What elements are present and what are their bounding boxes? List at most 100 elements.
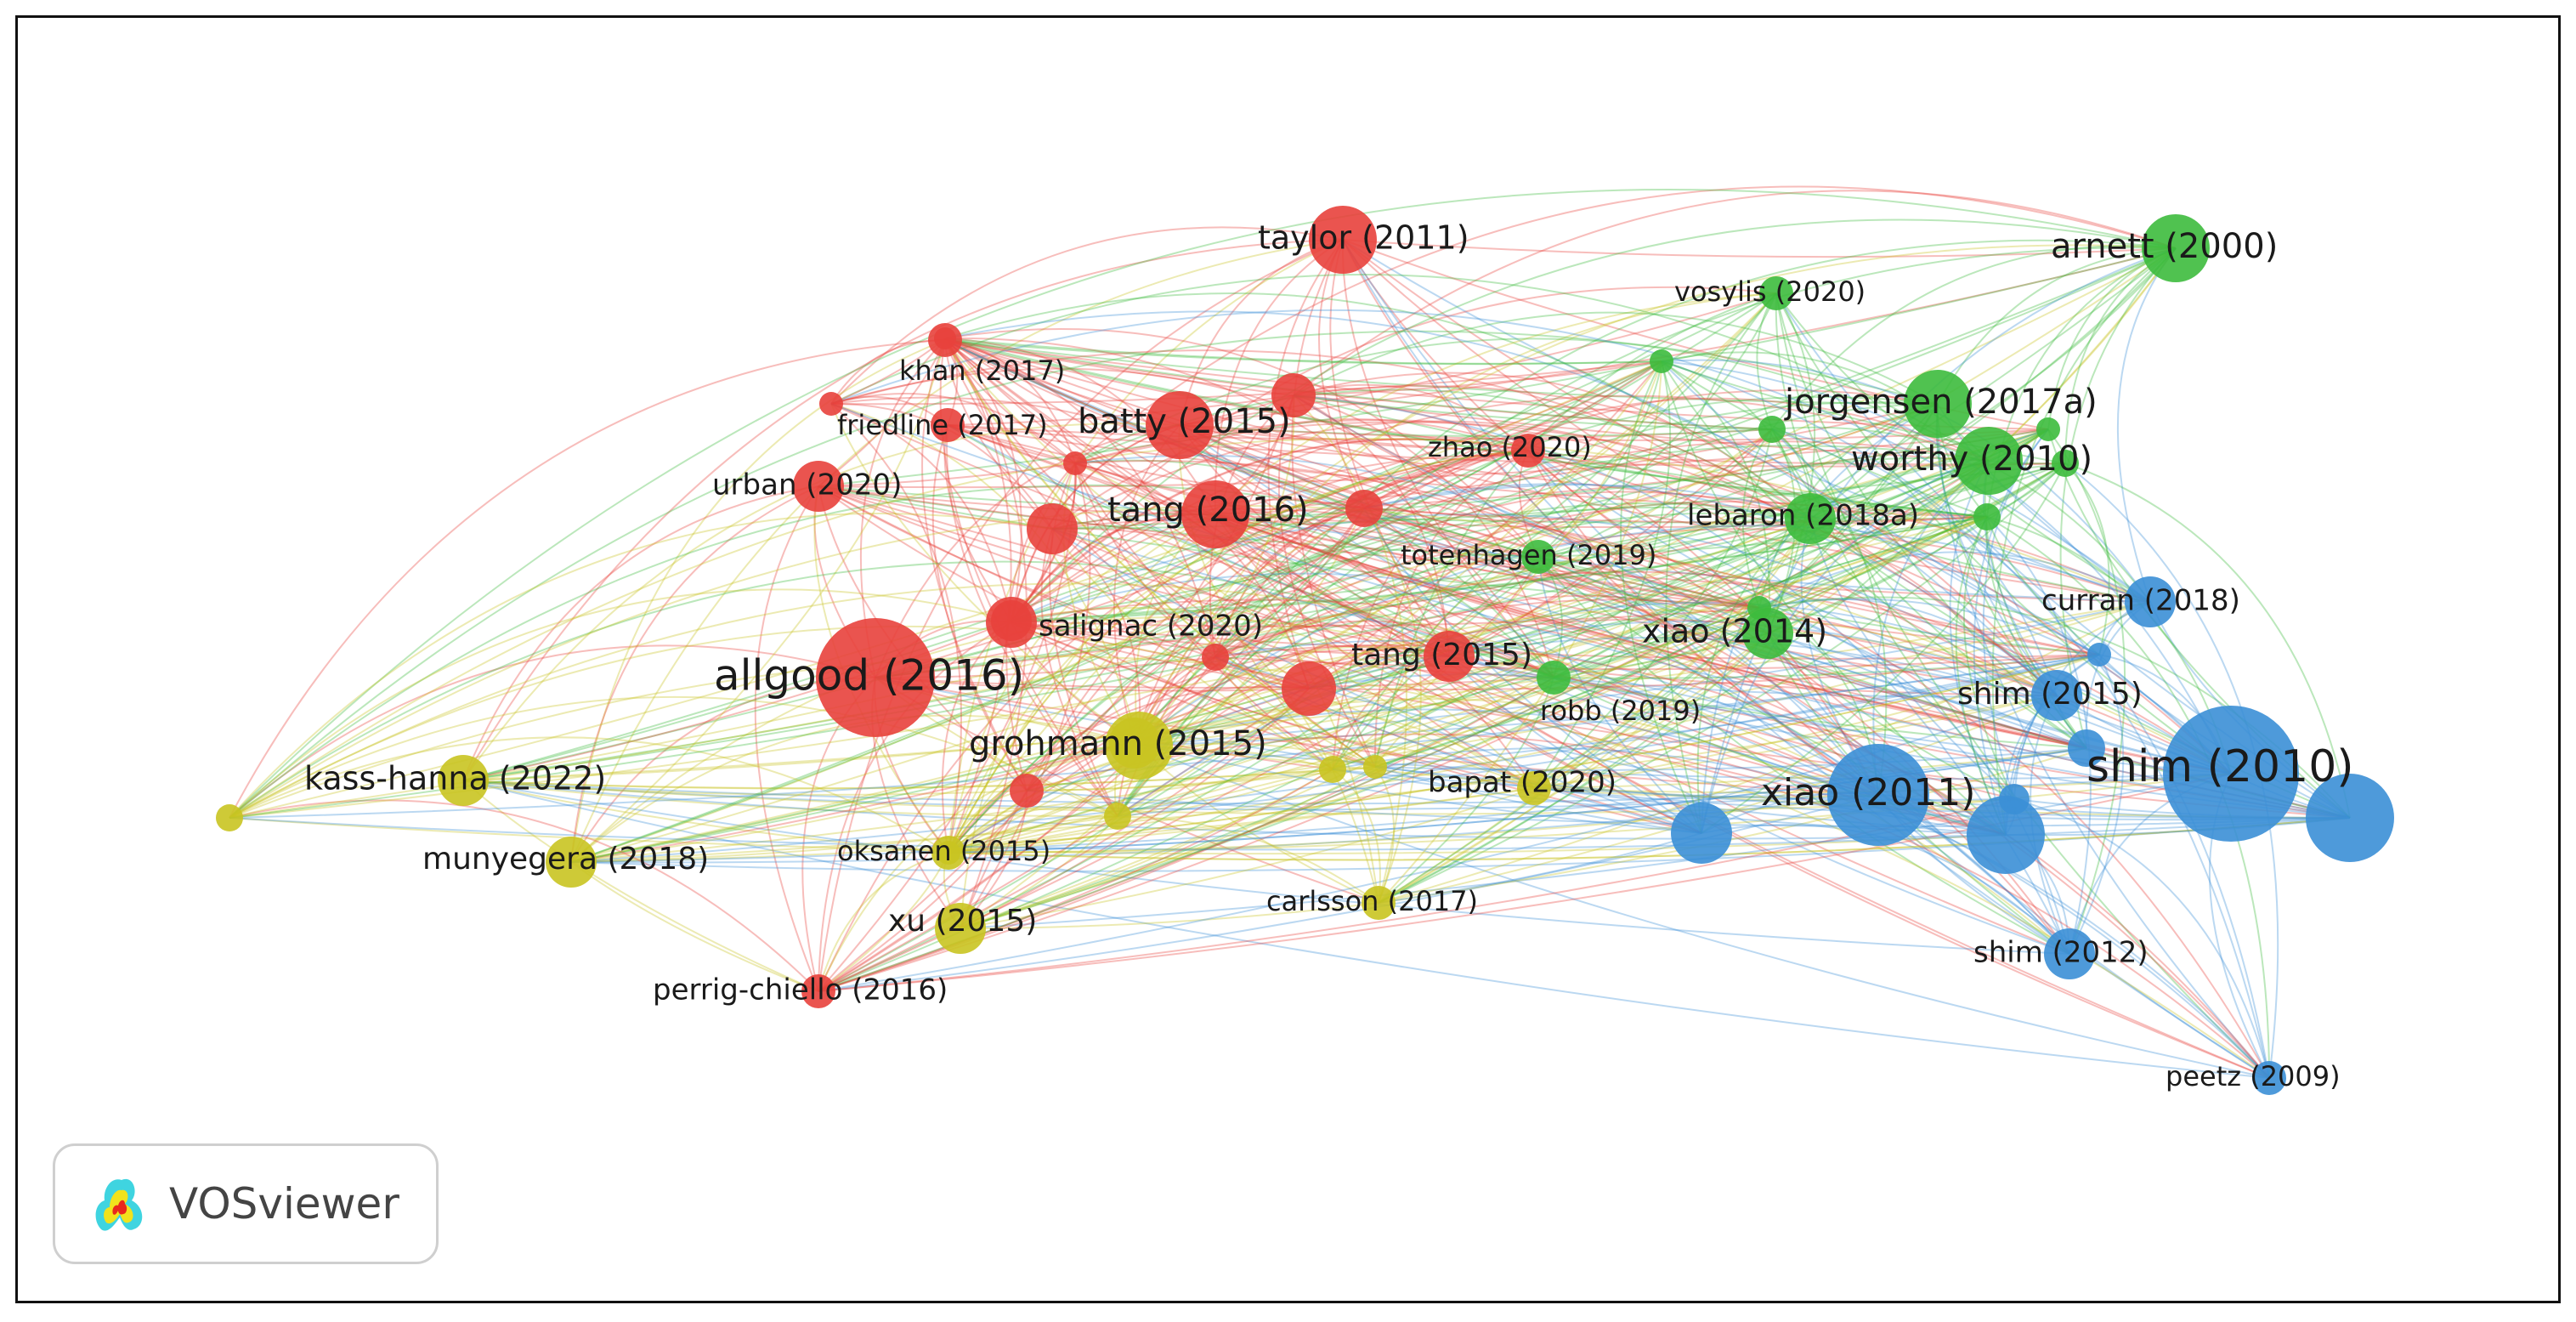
- publication-node[interactable]: [1181, 480, 1249, 548]
- publication-node[interactable]: [1146, 391, 1214, 459]
- publication-node[interactable]: [819, 392, 843, 416]
- publication-node[interactable]: [1537, 661, 1571, 695]
- node-label[interactable]: peetz (2009): [2166, 1060, 2341, 1092]
- link-layer: [229, 185, 2351, 1079]
- publication-node[interactable]: [1282, 661, 1336, 716]
- citation-link: [1872, 460, 1990, 796]
- node-label[interactable]: xiao (2011): [1761, 771, 1975, 814]
- publication-node[interactable]: [931, 408, 965, 442]
- publication-node[interactable]: [937, 841, 960, 865]
- publication-node[interactable]: [1027, 503, 1078, 554]
- publication-node[interactable]: [1309, 206, 1377, 274]
- publication-node[interactable]: [991, 600, 1032, 641]
- publication-node[interactable]: [1202, 644, 1229, 671]
- node-label[interactable]: xiao (2014): [1642, 613, 1827, 650]
- publication-node[interactable]: [2087, 643, 2111, 667]
- publication-node[interactable]: [2068, 729, 2105, 767]
- publication-node[interactable]: [438, 755, 489, 806]
- publication-node[interactable]: [1010, 774, 1044, 808]
- publication-node[interactable]: [1827, 744, 1929, 846]
- publication-node[interactable]: [1747, 596, 1771, 620]
- node-label[interactable]: arnett (2000): [2051, 227, 2278, 266]
- publication-node[interactable]: [1345, 490, 1383, 527]
- citation-link: [462, 769, 1333, 790]
- node-label[interactable]: grohmann (2015): [969, 724, 1267, 763]
- node-label[interactable]: urban (2020): [712, 468, 902, 502]
- node-label[interactable]: vosylis (2020): [1674, 275, 1865, 308]
- publication-node[interactable]: [793, 461, 844, 512]
- publication-node[interactable]: [546, 837, 597, 888]
- publication-node[interactable]: [1904, 370, 1972, 438]
- publication-node[interactable]: [1424, 631, 1475, 682]
- citation-link: [570, 247, 2177, 863]
- publication-node[interactable]: [2142, 214, 2210, 282]
- node-label[interactable]: curran (2018): [2041, 584, 2240, 618]
- citation-link: [1134, 516, 1988, 744]
- node-label[interactable]: shim (2010): [2086, 741, 2354, 792]
- publication-node[interactable]: [1363, 755, 1387, 779]
- citation-link: [818, 247, 2177, 992]
- node-label[interactable]: taylor (2011): [1258, 219, 1469, 257]
- node-label[interactable]: friedline (2017): [837, 409, 1048, 441]
- publication-node[interactable]: [816, 618, 935, 737]
- node-label[interactable]: totenhagen (2019): [1401, 539, 1656, 571]
- node-label[interactable]: shim (2015): [1957, 677, 2143, 712]
- publication-node[interactable]: [1973, 503, 2001, 531]
- publication-node[interactable]: [2036, 417, 2060, 441]
- node-label[interactable]: zhao (2020): [1428, 431, 1592, 463]
- publication-node[interactable]: [1671, 803, 1732, 864]
- node-label[interactable]: kass-hanna (2022): [304, 760, 606, 797]
- publication-node[interactable]: [1967, 796, 2045, 874]
- node-label[interactable]: bapat (2020): [1428, 766, 1616, 800]
- citation-link: [1332, 403, 1939, 770]
- publication-node[interactable]: [1517, 771, 1551, 805]
- citation-link: [1179, 424, 2351, 819]
- publication-node[interactable]: [1109, 718, 1160, 769]
- node-label[interactable]: salignac (2020): [1039, 610, 1263, 644]
- node-label[interactable]: worthy (2010): [1851, 440, 2092, 479]
- node-label[interactable]: shim (2012): [1973, 936, 2149, 970]
- publication-node[interactable]: [1955, 427, 2023, 495]
- node-label[interactable]: robb (2019): [1540, 695, 1701, 727]
- publication-node[interactable]: [1271, 373, 1316, 417]
- publication-node[interactable]: [2306, 774, 2394, 862]
- publication-node[interactable]: [1362, 886, 1396, 920]
- citation-link: [1134, 525, 2151, 744]
- publication-node[interactable]: [2052, 450, 2079, 477]
- node-label[interactable]: tang (2015): [1351, 638, 1532, 672]
- publication-node[interactable]: [1650, 349, 1673, 373]
- publication-node[interactable]: [2163, 706, 2299, 842]
- node-label[interactable]: lebaron (2018a): [1687, 499, 1919, 533]
- publication-node[interactable]: [1063, 451, 1087, 475]
- node-label[interactable]: munyegera (2018): [422, 842, 709, 877]
- publication-node[interactable]: [935, 903, 986, 954]
- node-label[interactable]: khan (2017): [899, 355, 1065, 387]
- node-label[interactable]: xu (2015): [888, 904, 1037, 939]
- publication-node[interactable]: [2125, 576, 2176, 627]
- publication-node[interactable]: [1511, 434, 1545, 468]
- publication-node[interactable]: [2044, 928, 2095, 979]
- publication-node[interactable]: [801, 974, 835, 1008]
- publication-node[interactable]: [2252, 1061, 2286, 1095]
- publication-node[interactable]: [1319, 756, 1346, 783]
- publication-node[interactable]: [216, 804, 243, 831]
- publication-node[interactable]: [1999, 784, 2030, 814]
- citation-link: [1011, 607, 1760, 627]
- publication-node[interactable]: [1785, 493, 1836, 544]
- publication-node[interactable]: [1104, 803, 1131, 830]
- node-label[interactable]: batty (2015): [1078, 402, 1291, 441]
- publication-node[interactable]: [1759, 276, 1793, 310]
- publication-node[interactable]: [1758, 416, 1786, 443]
- node-label[interactable]: tang (2016): [1107, 491, 1309, 530]
- node-label[interactable]: allgood (2016): [714, 651, 1024, 701]
- publication-node[interactable]: [1521, 540, 1555, 574]
- publication-node[interactable]: [1742, 608, 1793, 659]
- publication-node[interactable]: [2031, 670, 2082, 721]
- node-label[interactable]: perrig-chiello (2016): [653, 973, 948, 1007]
- node-label[interactable]: oksanen (2015): [837, 835, 1050, 867]
- citation-link: [1134, 708, 1535, 789]
- publication-node[interactable]: [934, 327, 956, 349]
- node-label[interactable]: jorgensen (2017a): [1784, 383, 2098, 422]
- node-label[interactable]: carlsson (2017): [1266, 885, 1478, 917]
